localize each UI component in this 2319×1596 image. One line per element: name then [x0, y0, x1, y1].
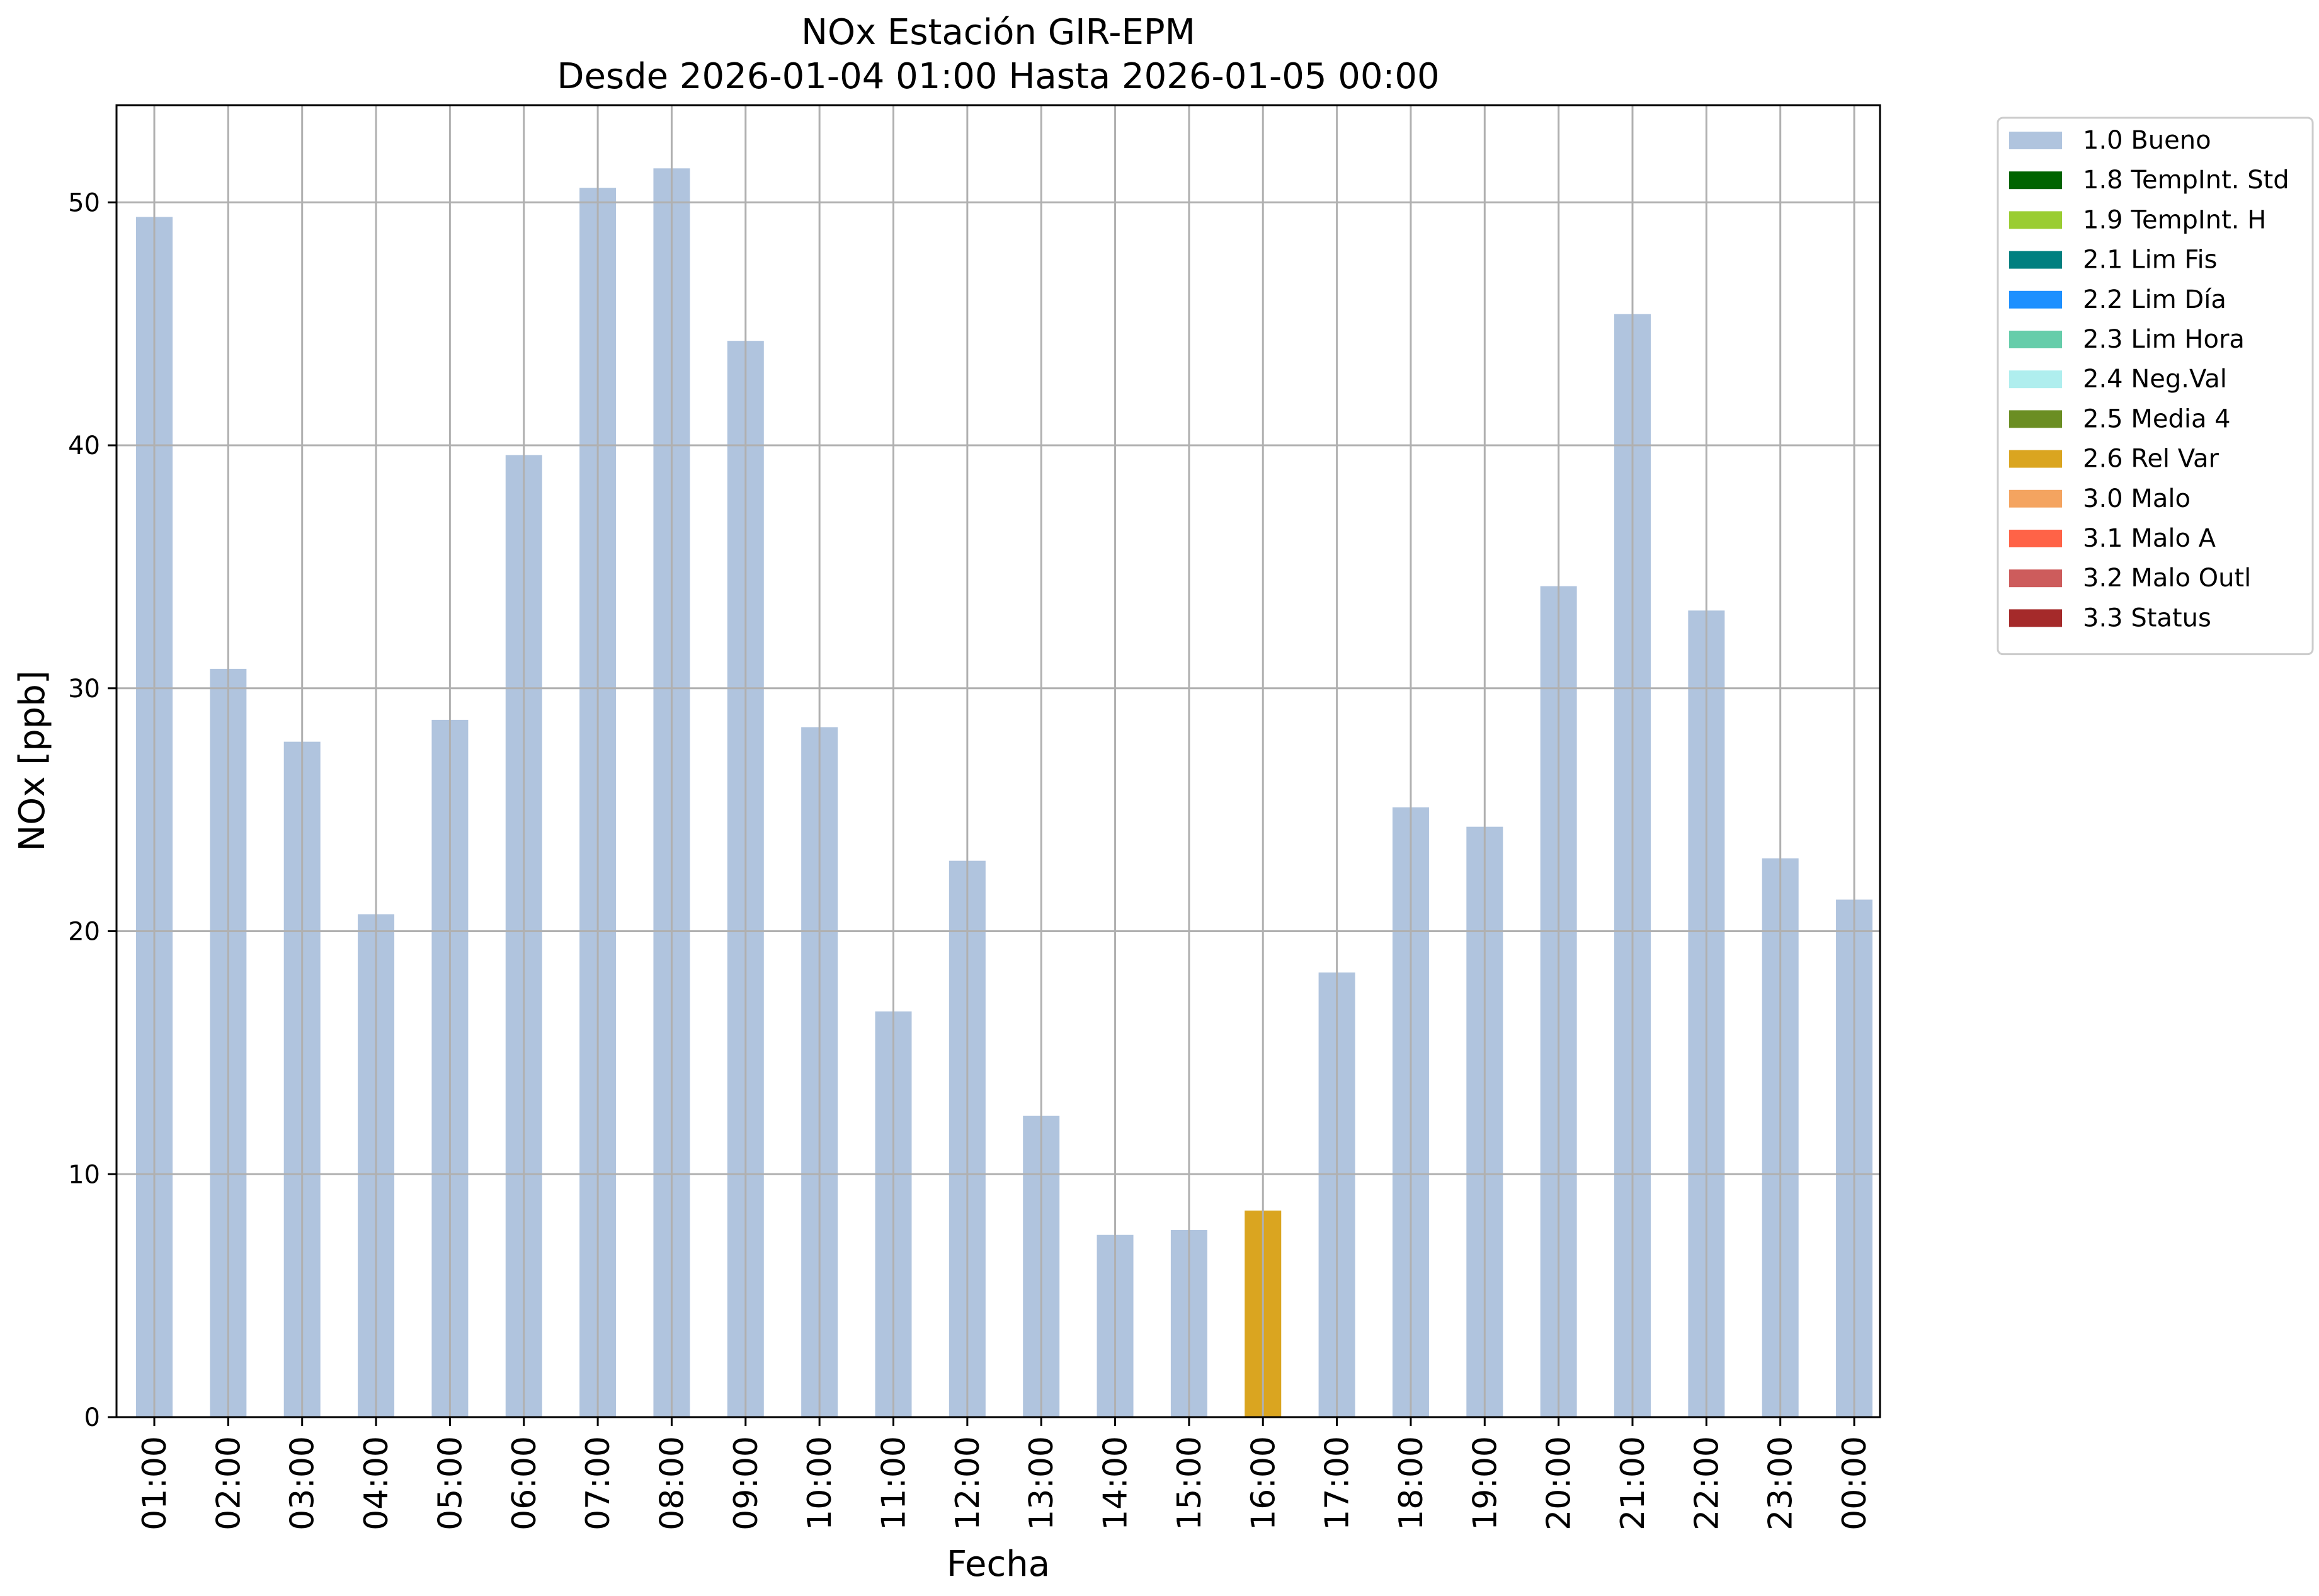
x-tick-label: 05:00	[431, 1436, 469, 1530]
legend-label: 1.0 Bueno	[2083, 126, 2211, 155]
y-tick-label: 30	[68, 675, 100, 704]
legend-swatch	[2009, 489, 2062, 508]
x-tick-label: 20:00	[1541, 1436, 1578, 1530]
legend-label: 2.3 Lim Hora	[2083, 325, 2245, 354]
legend-label: 3.3 Status	[2083, 603, 2211, 632]
legend-swatch	[2009, 132, 2062, 149]
x-tick-label: 10:00	[801, 1436, 839, 1530]
x-tick-label: 13:00	[1023, 1436, 1061, 1530]
legend-label: 2.2 Lim Día	[2083, 285, 2226, 314]
legend-swatch	[2009, 410, 2062, 428]
x-tick-label: 00:00	[1836, 1436, 1874, 1530]
y-axis-label: NOx [ppb]	[12, 670, 53, 851]
x-axis-label: Fecha	[947, 1544, 1050, 1585]
legend-frame	[1997, 117, 2314, 656]
y-axis: 0 10 20 30 40 50	[68, 188, 117, 1432]
x-tick-label: 11:00	[875, 1436, 913, 1530]
legend-swatch	[2009, 530, 2062, 547]
legend-label: 2.6 Rel Var	[2083, 445, 2219, 474]
legend-swatch	[2009, 569, 2062, 588]
legend-label: 2.5 Media 4	[2083, 404, 2231, 433]
y-tick-label: 0	[84, 1403, 100, 1432]
y-tick-label: 10	[68, 1160, 100, 1189]
x-tick-label: 08:00	[653, 1436, 691, 1530]
x-tick-label: 21:00	[1614, 1436, 1652, 1530]
legend-label: 1.8 TempInt. Std	[2083, 166, 2289, 195]
legend-swatch	[2009, 171, 2062, 190]
legend-label: 3.0 Malo	[2083, 484, 2191, 513]
x-tick-label: 01:00	[136, 1436, 174, 1530]
legend-swatch	[2009, 331, 2062, 348]
legend-swatch	[2009, 609, 2062, 627]
legend-label: 2.4 Neg.Val	[2083, 365, 2227, 394]
legend-label: 3.2 Malo Outl	[2083, 564, 2251, 593]
x-tick-label: 17:00	[1319, 1436, 1357, 1530]
x-tick-label: 18:00	[1393, 1436, 1430, 1530]
x-tick-label: 02:00	[210, 1436, 248, 1530]
chart-title: NOx Estación GIR-EPM	[801, 12, 1195, 53]
x-axis: 01:00 02:00 03:00 04:00 05:00 06:00 07:00 08:00…	[136, 1417, 1874, 1530]
x-tick-label: 16:00	[1245, 1436, 1282, 1530]
y-tick-label: 20	[68, 918, 100, 947]
x-tick-label: 15:00	[1171, 1436, 1209, 1530]
x-tick-label: 14:00	[1097, 1436, 1135, 1530]
legend-label: 3.1 Malo A	[2083, 524, 2216, 553]
x-tick-label: 19:00	[1466, 1436, 1504, 1530]
x-tick-label: 22:00	[1688, 1436, 1726, 1530]
legend-label: 1.9 TempInt. H	[2083, 205, 2266, 234]
legend-swatch	[2009, 370, 2062, 389]
legend-swatch	[2009, 290, 2062, 309]
legend-label: 2.1 Lim Fis	[2083, 246, 2217, 275]
plot-frame	[115, 104, 1881, 1418]
y-tick-label: 50	[68, 188, 100, 217]
legend-swatch	[2009, 211, 2062, 229]
y-tick-label: 40	[68, 431, 100, 460]
legend-swatch	[2009, 251, 2062, 269]
x-tick-label: 09:00	[727, 1436, 765, 1530]
x-tick-label: 12:00	[949, 1436, 987, 1530]
legend: 1.0 Bueno 1.8 TempInt. Std 1.9 TempInt. H 2…	[1997, 117, 2314, 656]
legend-swatch	[2009, 450, 2062, 468]
x-tick-label: 23:00	[1762, 1436, 1800, 1530]
chart-subtitle: Desde 2026-01-04 01:00 Hasta 2026-01-05 …	[557, 56, 1439, 97]
x-tick-label: 07:00	[579, 1436, 617, 1530]
x-tick-label: 04:00	[358, 1436, 396, 1530]
x-tick-label: 06:00	[506, 1436, 544, 1530]
x-tick-label: 03:00	[284, 1436, 322, 1530]
